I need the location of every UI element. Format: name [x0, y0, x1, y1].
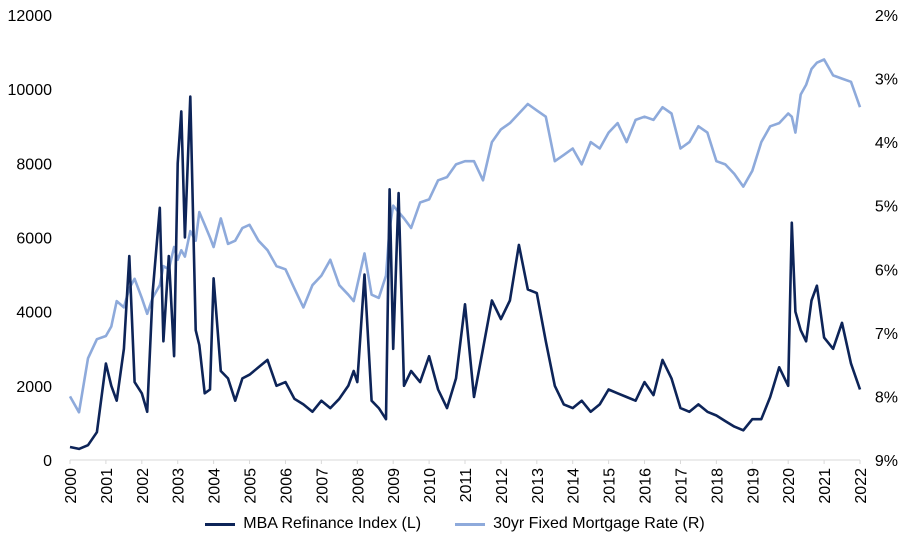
- series-line-mortgage-rate: [68, 58, 862, 414]
- x-tick-label: 2001: [99, 468, 116, 504]
- left-tick-label: 10000: [8, 82, 53, 99]
- x-tick-label: 2005: [243, 468, 260, 504]
- x-tick-label: 2013: [530, 468, 547, 504]
- x-tick-label: 2003: [171, 468, 188, 504]
- series-layer: [68, 58, 862, 451]
- legend: MBA Refinance Index (L) 30yr Fixed Mortg…: [0, 515, 910, 533]
- x-tick-label: 2002: [135, 468, 152, 504]
- x-tick-label: 2014: [566, 468, 583, 504]
- x-tick-label: 2017: [673, 468, 690, 504]
- x-tick-label: 2018: [709, 468, 726, 504]
- legend-label-mortgage-rate: 30yr Fixed Mortgage Rate (R): [493, 515, 705, 532]
- right-axis-ticks: 2% 3% 4% 5% 6% 7% 8% 9%: [875, 8, 898, 470]
- legend-label-refinance: MBA Refinance Index (L): [243, 515, 422, 532]
- left-tick-label: 6000: [16, 231, 52, 248]
- x-tick-label: 2010: [422, 468, 439, 504]
- right-tick-label: 4%: [875, 135, 898, 152]
- x-tick-label: 2008: [350, 468, 367, 504]
- legend-item-refinance: MBA Refinance Index (L): [205, 515, 421, 533]
- x-tick-label: 2022: [853, 468, 870, 504]
- legend-swatch-mortgage-rate: [455, 522, 486, 526]
- legend-item-mortgage-rate: 30yr Fixed Mortgage Rate (R): [455, 515, 705, 533]
- right-tick-label: 3%: [875, 72, 898, 89]
- right-tick-label: 2%: [875, 8, 898, 25]
- x-tick-label: 2004: [207, 468, 224, 504]
- legend-swatch-refinance: [205, 522, 236, 526]
- x-tick-label: 2006: [278, 468, 295, 504]
- x-tick-label: 2020: [781, 468, 798, 504]
- x-tick-label: 2015: [602, 468, 619, 504]
- right-tick-label: 6%: [875, 262, 898, 279]
- x-tick-label: 2011: [458, 468, 475, 503]
- left-tick-label: 4000: [16, 305, 52, 322]
- left-axis-ticks: 0 2000 4000 6000 8000 10000 12000: [8, 8, 53, 470]
- x-tick-label: 2012: [494, 468, 511, 504]
- series-line-refinance-index: [69, 95, 862, 451]
- x-tick-label: 2021: [817, 468, 834, 504]
- left-tick-label: 0: [43, 453, 52, 470]
- left-tick-label: 2000: [16, 379, 52, 396]
- x-tick-label: 2019: [745, 468, 762, 504]
- x-tick-label: 2000: [63, 468, 80, 504]
- right-tick-label: 5%: [875, 199, 898, 216]
- x-axis-ticks: 2000 2001 2002 2003 2004 2005 2006 2007 2008 2009…: [63, 460, 870, 504]
- x-tick-label: 2007: [314, 468, 331, 504]
- x-tick-label: 2009: [386, 468, 403, 504]
- left-tick-label: 12000: [8, 8, 53, 25]
- right-tick-label: 7%: [875, 326, 898, 343]
- left-tick-label: 8000: [16, 156, 52, 173]
- x-tick-label: 2016: [638, 468, 655, 504]
- right-tick-label: 9%: [875, 453, 898, 470]
- right-tick-label: 8%: [875, 389, 898, 406]
